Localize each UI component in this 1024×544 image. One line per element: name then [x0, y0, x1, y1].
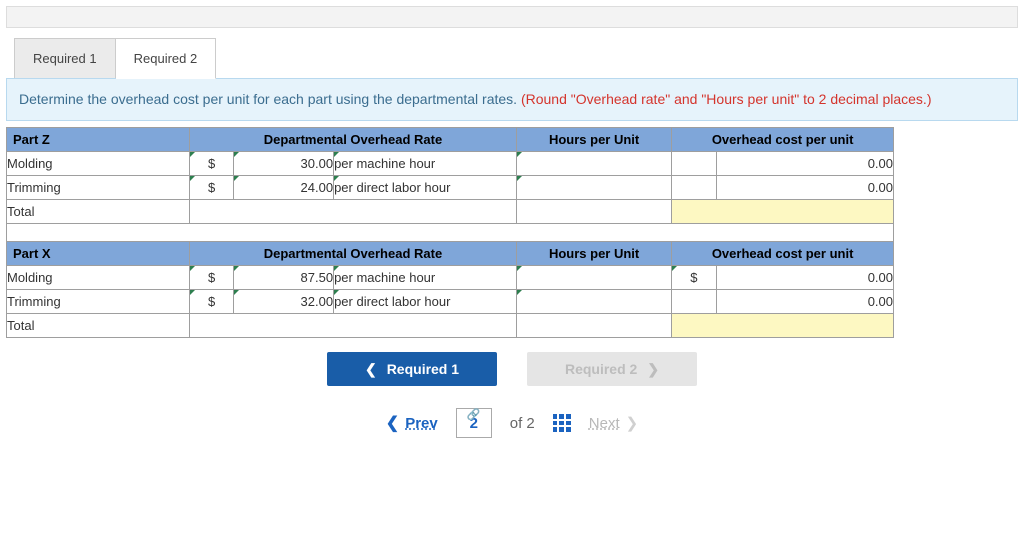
table-row: Molding $ 87.50 per machine hour $ 0.00 — [7, 266, 894, 290]
currency-cell[interactable]: $ — [189, 152, 233, 176]
table-row: Trimming $ 24.00 per direct labor hour 0… — [7, 176, 894, 200]
instruction-panel: Determine the overhead cost per unit for… — [6, 78, 1018, 121]
currency-cell[interactable]: $ — [189, 266, 233, 290]
col-rate: Departmental Overhead Rate — [189, 128, 516, 152]
basis-cell[interactable]: per machine hour — [334, 266, 517, 290]
pager: ❮ Prev 🔗 2 of 2 Next ❯ — [6, 408, 1018, 438]
cost-cell: 0.00 — [716, 290, 893, 314]
empty-cell — [517, 314, 672, 338]
table-row: Molding $ 30.00 per machine hour 0.00 — [7, 152, 894, 176]
cost-cur-cell[interactable]: $ — [672, 266, 716, 290]
table-row: Total — [7, 314, 894, 338]
basis-cell[interactable]: per direct labor hour — [334, 290, 517, 314]
col-cost: Overhead cost per unit — [672, 128, 894, 152]
hours-cell[interactable] — [517, 266, 672, 290]
top-toolbar — [6, 6, 1018, 28]
row-label: Molding — [7, 152, 190, 176]
total-cost-cell — [672, 314, 894, 338]
hours-cell[interactable] — [517, 176, 672, 200]
cost-cur-cell — [672, 176, 716, 200]
basis-cell[interactable]: per direct labor hour — [334, 176, 517, 200]
overhead-table: Part Z Departmental Overhead Rate Hours … — [6, 127, 894, 338]
cost-cur-cell — [672, 290, 716, 314]
part-z-title: Part Z — [7, 128, 190, 152]
grid-icon[interactable] — [553, 414, 571, 432]
col-hours: Hours per Unit — [517, 242, 672, 266]
rate-cell[interactable]: 32.00 — [234, 290, 334, 314]
cost-cell: 0.00 — [716, 176, 893, 200]
rate-cell[interactable]: 30.00 — [234, 152, 334, 176]
chevron-left-icon: ❮ — [386, 413, 399, 433]
next-step-label: Required 2 — [565, 361, 637, 377]
empty-cell — [189, 314, 516, 338]
currency-cell[interactable]: $ — [189, 290, 233, 314]
prev-step-button[interactable]: ❮ Required 1 — [327, 352, 497, 386]
step-nav: ❮ Required 1 Required 2 ❯ — [6, 352, 1018, 386]
spacer-row — [7, 224, 894, 242]
prev-step-label: Required 1 — [387, 361, 459, 377]
col-hours: Hours per Unit — [517, 128, 672, 152]
hours-cell[interactable] — [517, 152, 672, 176]
row-label: Molding — [7, 266, 190, 290]
table-row: Total — [7, 200, 894, 224]
table-header-row: Part Z Departmental Overhead Rate Hours … — [7, 128, 894, 152]
currency-cell[interactable]: $ — [189, 176, 233, 200]
col-cost: Overhead cost per unit — [672, 242, 894, 266]
pager-current[interactable]: 🔗 2 — [456, 408, 492, 438]
pager-next-label: Next — [589, 415, 620, 432]
row-label: Total — [7, 200, 190, 224]
part-x-title: Part X — [7, 242, 190, 266]
pager-prev-label: Prev — [405, 415, 438, 432]
instruction-text: Determine the overhead cost per unit for… — [19, 91, 521, 107]
basis-cell[interactable]: per machine hour — [334, 152, 517, 176]
hours-cell[interactable] — [517, 290, 672, 314]
col-rate: Departmental Overhead Rate — [189, 242, 516, 266]
chevron-right-icon: ❯ — [647, 361, 659, 378]
row-label: Total — [7, 314, 190, 338]
pager-of: of 2 — [510, 415, 535, 432]
total-cost-cell — [672, 200, 894, 224]
next-step-button: Required 2 ❯ — [527, 352, 697, 386]
tab-required-2[interactable]: Required 2 — [116, 38, 217, 79]
chevron-right-icon: ❯ — [626, 414, 639, 432]
cost-cell: 0.00 — [716, 266, 893, 290]
instruction-note: (Round "Overhead rate" and "Hours per un… — [521, 91, 932, 107]
tab-required-1[interactable]: Required 1 — [14, 38, 116, 78]
table-header-row: Part X Departmental Overhead Rate Hours … — [7, 242, 894, 266]
row-label: Trimming — [7, 176, 190, 200]
pager-next: Next ❯ — [589, 414, 638, 432]
rate-cell[interactable]: 24.00 — [234, 176, 334, 200]
row-label: Trimming — [7, 290, 190, 314]
link-icon: 🔗 — [467, 408, 481, 421]
pager-prev[interactable]: ❮ Prev — [386, 413, 438, 433]
rate-cell[interactable]: 87.50 — [234, 266, 334, 290]
chevron-left-icon: ❮ — [365, 361, 377, 378]
tab-strip: Required 1 Required 2 — [14, 38, 1018, 78]
table-row: Trimming $ 32.00 per direct labor hour 0… — [7, 290, 894, 314]
cost-cell: 0.00 — [716, 152, 893, 176]
empty-cell — [189, 200, 516, 224]
empty-cell — [517, 200, 672, 224]
cost-cur-cell — [672, 152, 716, 176]
